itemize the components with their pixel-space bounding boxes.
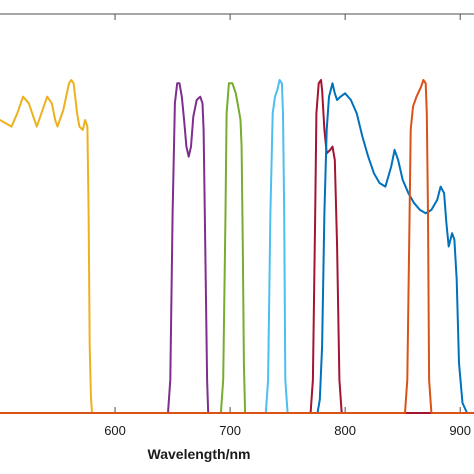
series-line-2 (0, 82, 474, 414)
series-group (0, 79, 474, 414)
x-tick-label-700: 700 (219, 423, 241, 438)
series-line-5 (0, 79, 474, 414)
series-line-7 (0, 79, 474, 414)
x-tick-label-900: 900 (449, 423, 471, 438)
series-line-6 (0, 82, 474, 414)
series-line-1 (0, 79, 474, 414)
series-line-3 (0, 82, 474, 414)
x-tick-label-600: 600 (104, 423, 126, 438)
series-line-4 (0, 79, 474, 414)
x-tick-label-800: 800 (334, 423, 356, 438)
x-tick-labels: 600 700 800 900 (104, 423, 471, 438)
x-axis-label: Wavelength/nm (148, 446, 251, 462)
plot-area (0, 13, 474, 414)
